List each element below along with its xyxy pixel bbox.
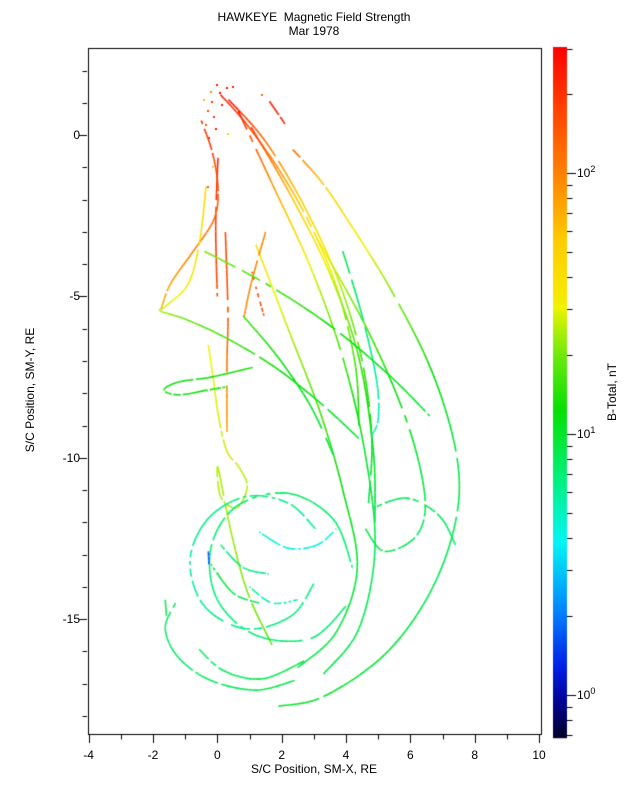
colorbar-tick-label: 101	[577, 424, 596, 441]
chart-title: HAWKEYE Magnetic Field Strength	[217, 10, 411, 24]
x-tick-label: 8	[471, 748, 479, 762]
x-tick-label: 2	[278, 748, 286, 762]
y-tick-label: -10	[62, 450, 80, 465]
y-tick-label: -15	[62, 612, 80, 627]
x-tick-label: -2	[147, 748, 159, 762]
x-axis-label: S/C Position, SM-X, RE	[250, 762, 378, 776]
x-tick-label: -4	[83, 748, 94, 762]
colorbar-label: B-Total, nT	[605, 362, 619, 422]
x-tick-label: 10	[532, 748, 546, 762]
x-tick-label: 0	[213, 748, 221, 762]
x-tick-label: 6	[407, 748, 414, 762]
chart-subtitle: Mar 1978	[288, 24, 340, 38]
y-tick-label: 0	[73, 128, 80, 143]
colorbar-tick-label: 100	[577, 685, 596, 702]
colorbar-tick-label: 102	[577, 164, 596, 180]
y-tick-label: -5	[69, 289, 80, 304]
y-axis-label: S/C Position, SM-Y, RE	[23, 327, 37, 453]
x-tick-label: 4	[342, 748, 350, 762]
